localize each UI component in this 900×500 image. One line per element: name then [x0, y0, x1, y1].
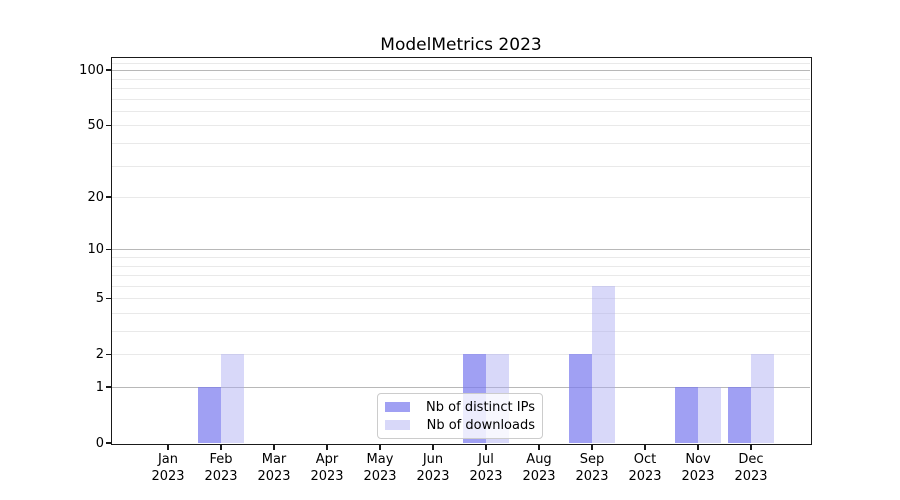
- x-axis-tick: [432, 444, 434, 450]
- y-axis-tick: [106, 353, 111, 355]
- minor-gridline: [112, 354, 810, 356]
- major-gridline: [112, 249, 810, 251]
- y-tick-label: 50: [87, 117, 104, 133]
- x-axis-tick: [591, 444, 593, 450]
- x-tick-label: Dec 2023: [734, 452, 768, 484]
- bar-downloads: [592, 285, 615, 443]
- minor-gridline: [112, 98, 810, 100]
- minor-gridline: [112, 110, 810, 112]
- y-axis-tick: [106, 248, 111, 251]
- legend-row-downloads: Nb of downloads: [385, 418, 535, 433]
- minor-gridline: [112, 257, 810, 258]
- x-axis-tick: [697, 444, 699, 450]
- bar-distinct-ips: [198, 387, 221, 443]
- minor-gridline: [112, 285, 810, 287]
- y-axis-tick: [106, 297, 111, 299]
- x-axis-tick: [538, 444, 540, 450]
- bar-downloads: [221, 354, 244, 443]
- gridline-layer: [112, 58, 810, 443]
- x-axis-tick: [326, 444, 328, 450]
- x-tick-label: Sep 2023: [575, 452, 609, 484]
- legend-box: Nb of distinct IPs Nb of downloads: [377, 393, 543, 439]
- y-tick-label: 5: [95, 290, 104, 306]
- legend-swatch-distinct-ips: [385, 402, 410, 412]
- legend-label-downloads: Nb of downloads: [426, 417, 535, 433]
- minor-gridline: [112, 88, 810, 90]
- major-gridline: [112, 70, 810, 72]
- x-axis-tick: [485, 444, 487, 450]
- x-tick-label: Mar 2023: [257, 452, 291, 484]
- legend-swatch-downloads: [385, 420, 410, 430]
- bar-downloads: [698, 387, 721, 443]
- chart-title: ModelMetrics 2023: [380, 35, 542, 55]
- x-tick-label: Jul 2023: [469, 452, 503, 484]
- x-axis-tick: [750, 444, 752, 450]
- x-tick-label: May 2023: [363, 452, 397, 484]
- legend-label-distinct-ips: Nb of distinct IPs: [426, 399, 535, 415]
- y-tick-label: 1: [95, 379, 104, 395]
- x-tick-label: Oct 2023: [628, 452, 662, 484]
- y-tick-label: 20: [87, 189, 104, 205]
- y-axis-tick: [106, 124, 111, 127]
- y-tick-label: 2: [95, 346, 104, 362]
- bar-downloads: [751, 354, 774, 443]
- x-tick-label: Jun 2023: [416, 452, 450, 484]
- x-axis-tick: [379, 444, 381, 450]
- legend-row-distinct-ips: Nb of distinct IPs: [385, 400, 535, 415]
- x-axis-tick: [273, 444, 275, 450]
- y-axis-tick: [106, 196, 111, 198]
- bar-distinct-ips: [569, 354, 592, 443]
- minor-gridline: [112, 143, 810, 145]
- minor-gridline: [112, 62, 810, 64]
- x-tick-label: Apr 2023: [310, 452, 344, 484]
- y-tick-label: 10: [87, 241, 104, 257]
- x-tick-label: Jan 2023: [151, 452, 185, 484]
- x-axis-tick: [220, 444, 222, 450]
- y-tick-label: 100: [79, 62, 104, 78]
- bar-distinct-ips: [728, 387, 751, 443]
- minor-gridline: [112, 312, 810, 314]
- y-axis-tick: [106, 69, 111, 71]
- y-tick-label: 0: [95, 435, 104, 451]
- minor-gridline: [112, 331, 810, 333]
- x-tick-label: Aug 2023: [522, 452, 556, 484]
- minor-gridline: [112, 275, 810, 277]
- bar-layer: [112, 58, 810, 443]
- bar-distinct-ips: [675, 387, 698, 443]
- y-axis-tick: [106, 442, 111, 444]
- minor-gridline: [112, 265, 810, 267]
- x-axis-tick: [644, 444, 646, 450]
- x-tick-label: Nov 2023: [681, 452, 715, 484]
- minor-gridline: [112, 165, 810, 167]
- x-axis-tick: [167, 444, 169, 450]
- plot-area-frame: [110, 56, 812, 445]
- minor-gridline: [112, 197, 810, 199]
- minor-gridline: [112, 78, 810, 80]
- major-gridline: [112, 387, 810, 388]
- minor-gridline: [112, 298, 810, 300]
- minor-gridline: [112, 125, 810, 127]
- x-tick-label: Feb 2023: [204, 452, 238, 484]
- y-axis-tick: [106, 386, 111, 388]
